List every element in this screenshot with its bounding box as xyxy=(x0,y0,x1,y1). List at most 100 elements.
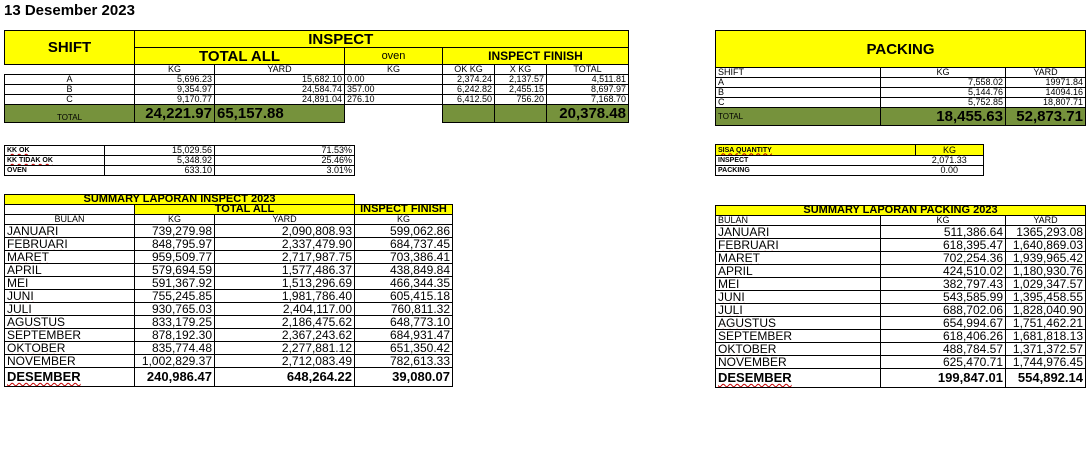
table-row: MARET 702,254.36 1,939,965.42 xyxy=(715,251,1086,265)
kk-table: KK OK 15,029.56 71.53% KK TIDAK OK 5,348… xyxy=(4,145,355,176)
yard-cell: 1,828,040.90 xyxy=(1005,303,1086,317)
fin-cell: 703,386.41 xyxy=(354,250,453,264)
fin-cell: 438,849.84 xyxy=(354,263,453,277)
kg-cell: 755,245.85 xyxy=(134,289,215,303)
kg-cell: 959,509.77 xyxy=(134,250,215,264)
month-cell: SEPTEMBER xyxy=(4,328,135,342)
month-cell: NOVEMBER xyxy=(715,355,881,369)
summary-inspect-title: SUMMARY LAPORAN INSPECT 2023 xyxy=(4,194,355,205)
sisa-packing-value: 0.00 xyxy=(915,165,984,176)
table-row: MARET 959,509.77 2,717,987.75 703,386.41 xyxy=(4,250,453,264)
kg-cell: 702,254.36 xyxy=(880,251,1006,265)
col-yard: YARD xyxy=(1005,67,1086,78)
table-row: MEI 591,367.92 1,513,296.69 466,344.35 xyxy=(4,276,453,290)
packing-table: PACKING SHIFT KG YARD A 7,558.02 19971.8… xyxy=(715,30,1086,126)
col-bulan: BULAN xyxy=(715,215,881,226)
table-row: SEPTEMBER 618,406.26 1,681,818.13 xyxy=(715,329,1086,343)
kg-cell: 1,002,829.37 xyxy=(134,354,215,368)
col-shift: SHIFT xyxy=(715,67,881,78)
summary-packing-title: SUMMARY LAPORAN PACKING 2023 xyxy=(715,205,1086,216)
kg-cell: 591,367.92 xyxy=(134,276,215,290)
yard-cell: 1,513,296.69 xyxy=(214,276,355,290)
table-row: JULI 930,765.03 2,404,117.00 760,811.32 xyxy=(4,302,453,316)
yard-cell: 1,395,458.55 xyxy=(1005,290,1086,304)
table-row: C 5,752.85 18,807.71 xyxy=(715,97,1086,108)
fin-cell: 648,773.10 xyxy=(354,315,453,329)
fin-cell: 782,613.33 xyxy=(354,354,453,368)
month-cell: JANUARI xyxy=(4,224,135,238)
kg-cell: 543,585.99 xyxy=(880,290,1006,304)
sisa-table: SISA QUANTITY KG INSPECT 2,071.33 PACKIN… xyxy=(715,144,984,176)
col-yard: YARD xyxy=(214,214,355,225)
kg-cell: 618,406.26 xyxy=(880,329,1006,343)
fin-cell: 760,811.32 xyxy=(354,302,453,316)
yard-cell: 2,367,243.62 xyxy=(214,328,355,342)
fin-cell: 684,931.47 xyxy=(354,328,453,342)
table-row: KK OK 15,029.56 71.53% xyxy=(4,145,355,156)
yard-cell: 1,981,786.40 xyxy=(214,289,355,303)
yard-cell: 1,939,965.42 xyxy=(1005,251,1086,265)
packing-total-yard: 52,873.71 xyxy=(1005,107,1086,126)
kg-cell: 488,784.57 xyxy=(880,342,1006,356)
table-row: JANUARI 739,279.98 2,090,808.93 599,062.86 xyxy=(4,224,453,238)
month-cell: APRIL xyxy=(715,264,881,278)
table-row: C 9,170.77 24,891.04 276.10 6,412.50 756… xyxy=(4,94,629,105)
fin-cell: 466,344.35 xyxy=(354,276,453,290)
table-row: NOVEMBER 625,470.71 1,744,976.45 xyxy=(715,355,1086,369)
table-row: APRIL 424,510.02 1,180,930.76 xyxy=(715,264,1086,278)
table-row: JANUARI 511,386.64 1365,293.08 xyxy=(715,225,1086,239)
table-row: FEBRUARI 848,795.97 2,337,479.90 684,737.45 xyxy=(4,237,453,251)
table-row: AGUSTUS 833,179.25 2,186,475.62 648,773.10 xyxy=(4,315,453,329)
table-row: A 7,558.02 19971.84 xyxy=(715,77,1086,88)
col-finish-kg: KG xyxy=(354,214,453,225)
kg-cell: 930,765.03 xyxy=(134,302,215,316)
kg-cell: 625,470.71 xyxy=(880,355,1006,369)
col-yard: YARD xyxy=(1005,215,1086,226)
kg-cell: 579,694.59 xyxy=(134,263,215,277)
yard-cell: 2,090,808.93 xyxy=(214,224,355,238)
yard-cell: 1,751,462.21 xyxy=(1005,316,1086,330)
total-yard: 65,157.88 xyxy=(214,104,345,123)
table-row: DESEMBER 240,986.47 648,264.22 39,080.07 xyxy=(4,367,453,387)
yard-cell: 2,186,475.62 xyxy=(214,315,355,329)
kg-cell: 382,797.43 xyxy=(880,277,1006,291)
month-cell: MARET xyxy=(4,250,135,264)
month-cell: JULI xyxy=(715,303,881,317)
fin-cell: 599,062.86 xyxy=(354,224,453,238)
inspect-finish-header: INSPECT FINISH xyxy=(354,204,453,215)
col-x-kg: X KG xyxy=(494,64,547,75)
packing-title: PACKING xyxy=(715,30,1086,68)
kg-cell: 739,279.98 xyxy=(134,224,215,238)
shift-header: SHIFT xyxy=(4,30,135,65)
yard-cell: 2,337,479.90 xyxy=(214,237,355,251)
table-row: OVEN 633.10 3.01% xyxy=(4,165,355,176)
col-yard: YARD xyxy=(214,64,345,75)
table-row: APRIL 579,694.59 1,577,486.37 438,849.84 xyxy=(4,263,453,277)
month-cell: JUNI xyxy=(715,290,881,304)
table-row: AGUSTUS 654,994.67 1,751,462.21 xyxy=(715,316,1086,330)
yard-cell: 2,277,881.12 xyxy=(214,341,355,355)
month-cell: MARET xyxy=(715,251,881,265)
table-row: JUNI 543,585.99 1,395,458.55 xyxy=(715,290,1086,304)
yard-cell: 1,029,347.57 xyxy=(1005,277,1086,291)
col-total: TOTAL xyxy=(546,64,629,75)
sisa-kg-label: KG xyxy=(915,144,984,156)
table-row: KK TIDAK OK 5,348.92 25.46% xyxy=(4,155,355,166)
table-row: JULI 688,702.06 1,828,040.90 xyxy=(715,303,1086,317)
yard-cell: 1,577,486.37 xyxy=(214,263,355,277)
col-kg: KG xyxy=(134,64,215,75)
month-cell: JANUARI xyxy=(715,225,881,239)
table-row: OKTOBER 835,774.48 2,277,881.12 651,350.42 xyxy=(4,341,453,355)
kg-cell: 654,994.67 xyxy=(880,316,1006,330)
fin-cell: 651,350.42 xyxy=(354,341,453,355)
table-row: MEI 382,797.43 1,029,347.57 xyxy=(715,277,1086,291)
sisa-label: SISA QUANTITY xyxy=(715,144,916,156)
month-cell: APRIL xyxy=(4,263,135,277)
summary-inspect-table: SUMMARY LAPORAN INSPECT 2023 TOTAL ALL I… xyxy=(4,194,453,387)
total-all-header: TOTAL ALL xyxy=(134,47,345,65)
total-finish: 20,378.48 xyxy=(546,104,629,123)
table-row: JUNI 755,245.85 1,981,786.40 605,415.18 xyxy=(4,289,453,303)
table-row: B 5,144.76 14094.16 xyxy=(715,87,1086,98)
table-row: A 5,696.23 15,682.10 0.00 2,374.24 2,137… xyxy=(4,74,629,85)
total-row: TOTAL 24,221.97 65,157.88 20,378.48 xyxy=(4,104,629,123)
